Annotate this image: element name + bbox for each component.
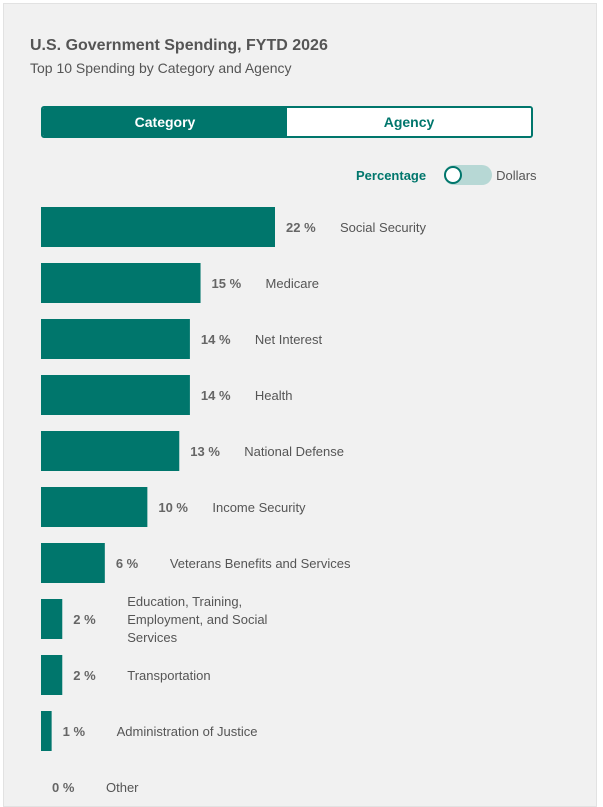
category-label-6: Veterans Benefits and Services [170, 556, 351, 571]
category-label-line: Transportation [127, 668, 210, 683]
percentage-dollars-switch[interactable] [444, 165, 493, 185]
category-label-2: Net Interest [255, 332, 323, 347]
value-label-0: 22 % [286, 220, 316, 235]
category-label-0: Social Security [340, 220, 426, 235]
toggle-percentage-label[interactable]: Percentage [356, 167, 427, 183]
category-label-4: National Defense [244, 444, 344, 459]
category-label-line: Employment, and Social [127, 612, 267, 627]
category-label-line: Social Security [340, 220, 426, 235]
bar-4[interactable] [41, 431, 180, 471]
bar-2[interactable] [41, 319, 190, 359]
category-label-7: Education, Training, Employment, and Soci… [127, 594, 267, 645]
category-label-1: Medicare [266, 276, 319, 291]
category-label-line: Services [127, 630, 177, 645]
category-label-9: Administration of Justice [117, 724, 258, 739]
category-label-10: Other [106, 780, 139, 795]
category-label-5: Income Security [212, 500, 306, 515]
category-label-line: Other [106, 780, 139, 795]
page-title: U.S. Government Spending, FYTD 2026 [30, 37, 328, 54]
category-label-line: Medicare [266, 276, 319, 291]
value-label-8: 2 % [73, 668, 96, 683]
category-label-line: Veterans Benefits and Services [170, 556, 351, 571]
tab-category[interactable]: Category [43, 108, 287, 136]
bar-1[interactable] [41, 263, 201, 303]
value-label-6: 6 % [116, 556, 139, 571]
bar-5[interactable] [41, 487, 148, 527]
bar-0[interactable] [41, 207, 275, 247]
category-label-line: Health [255, 388, 293, 403]
category-label-line: Education, Training, [127, 594, 242, 609]
category-label-line: Income Security [212, 500, 306, 515]
bar-9[interactable] [41, 711, 52, 751]
bar-3[interactable] [41, 375, 190, 415]
category-label-3: Health [255, 388, 293, 403]
tab-agency[interactable]: Agency [287, 108, 531, 136]
unit-toggle: Percentage Dollars [356, 164, 537, 186]
value-label-2: 14 % [201, 332, 231, 347]
bar-7[interactable] [41, 599, 63, 639]
value-label-3: 14 % [201, 388, 231, 403]
bar-6[interactable] [41, 543, 105, 583]
category-label-line: Net Interest [255, 332, 323, 347]
view-tabs: Category Agency [41, 106, 533, 138]
category-label-line: Administration of Justice [117, 724, 258, 739]
value-label-1: 15 % [212, 276, 242, 291]
value-label-9: 1 % [63, 724, 86, 739]
value-label-4: 13 % [190, 444, 220, 459]
switch-knob[interactable] [444, 166, 463, 184]
toggle-dollars-label[interactable]: Dollars [496, 167, 537, 183]
category-label-8: Transportation [127, 668, 210, 683]
value-label-10: 0 % [52, 780, 75, 795]
value-label-7: 2 % [73, 612, 96, 627]
category-label-line: National Defense [244, 444, 344, 459]
bar-8[interactable] [41, 655, 63, 695]
value-label-5: 10 % [158, 500, 188, 515]
page-subtitle: Top 10 Spending by Category and Agency [30, 60, 292, 76]
